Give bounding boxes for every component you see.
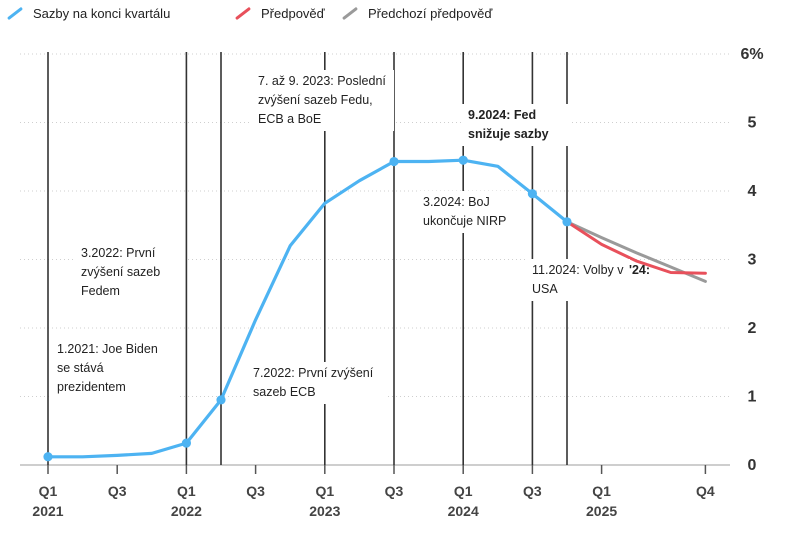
- y-tick-label: 4: [748, 183, 757, 200]
- legend-item-forecast: Předpověď: [234, 6, 325, 21]
- series-actual-marker: [458, 155, 468, 165]
- series-forecast-line: [565, 220, 707, 275]
- legend-item-previous-forecast: Předchozí předpověď: [341, 6, 492, 21]
- series-actual-marker: [43, 452, 53, 462]
- x-tick-label: Q3: [523, 483, 542, 499]
- annotation-boj-nirp: 3.2024: BoJ ukončuje NIRP: [417, 191, 527, 233]
- y-tick-label: 6%: [740, 46, 763, 63]
- annotation-last-hikes: 7. až 9. 2023: Poslední zvýšení sazeb Fe…: [252, 70, 394, 131]
- x-tick-label: Q4: [696, 483, 715, 499]
- gridlines: [20, 53, 730, 466]
- x-year-label: 2024: [448, 503, 479, 519]
- series-actual-marker: [181, 438, 191, 448]
- x-tick-label: Q1: [315, 483, 334, 499]
- legend-item-actual: Sazby na konci kvartálu: [6, 6, 170, 21]
- x-year-label: 2021: [32, 503, 63, 519]
- y-axis-ticks: 0 1 2 3 4 5 6%: [740, 46, 763, 474]
- x-tick-label: Q3: [246, 483, 265, 499]
- y-tick-label: 5: [748, 115, 757, 132]
- legend-swatch-previous-forecast: [341, 6, 359, 21]
- annotation-fed-first-hike: 3.2022: První zvýšení sazeb Fedem: [75, 242, 185, 303]
- y-tick-label: 0: [748, 457, 757, 474]
- x-tick-label: Q1: [39, 483, 58, 499]
- y-tick-label: 1: [748, 389, 757, 406]
- annotation-fragment: '24:: [629, 263, 651, 277]
- series-actual-marker: [527, 189, 538, 199]
- x-tick-label: Q3: [108, 483, 127, 499]
- series-actual-marker: [562, 217, 572, 227]
- x-tick-label: Q1: [177, 483, 196, 499]
- x-tick-label: Q1: [454, 483, 473, 499]
- x-axis-ticks: Q1 Q3 Q1 Q3 Q1 Q3 Q1 Q3 Q1 Q4 2021 2022 2023 2024 2025: [32, 465, 715, 519]
- legend-label-actual: Sazby na konci kvartálu: [33, 6, 171, 21]
- series-actual-marker: [389, 156, 399, 167]
- legend-swatch-forecast: [234, 6, 252, 21]
- legend-swatch-actual: [6, 6, 24, 21]
- legend-label-forecast: Předpověď: [261, 6, 325, 21]
- series-actual-marker: [216, 395, 226, 405]
- annotation-biden: 1.2021: Joe Biden se stává prezidentem: [51, 338, 179, 399]
- y-tick-label: 2: [748, 320, 757, 337]
- x-year-label: 2025: [586, 503, 617, 519]
- series-actual-line: [46, 158, 569, 459]
- annotation-ecb-first-hike: 7.2022: První zvýšení sazeb ECB: [247, 362, 387, 404]
- series-markers: [43, 155, 572, 462]
- annotation-us-election: 11.2024: Volby v USA: [526, 259, 630, 301]
- x-year-label: 2022: [171, 503, 202, 519]
- x-tick-label: Q1: [592, 483, 611, 499]
- x-year-label: 2023: [309, 503, 340, 519]
- legend-label-previous-forecast: Předchozí předpověď: [368, 6, 493, 21]
- y-tick-label: 3: [748, 252, 757, 269]
- legend: Sazby na konci kvartálu Předpověď Předch…: [0, 6, 796, 28]
- series-lines: [46, 158, 707, 459]
- annotation-fed-cuts: 9.2024: Fed snižuje sazby: [462, 104, 570, 146]
- x-tick-label: Q3: [385, 483, 404, 499]
